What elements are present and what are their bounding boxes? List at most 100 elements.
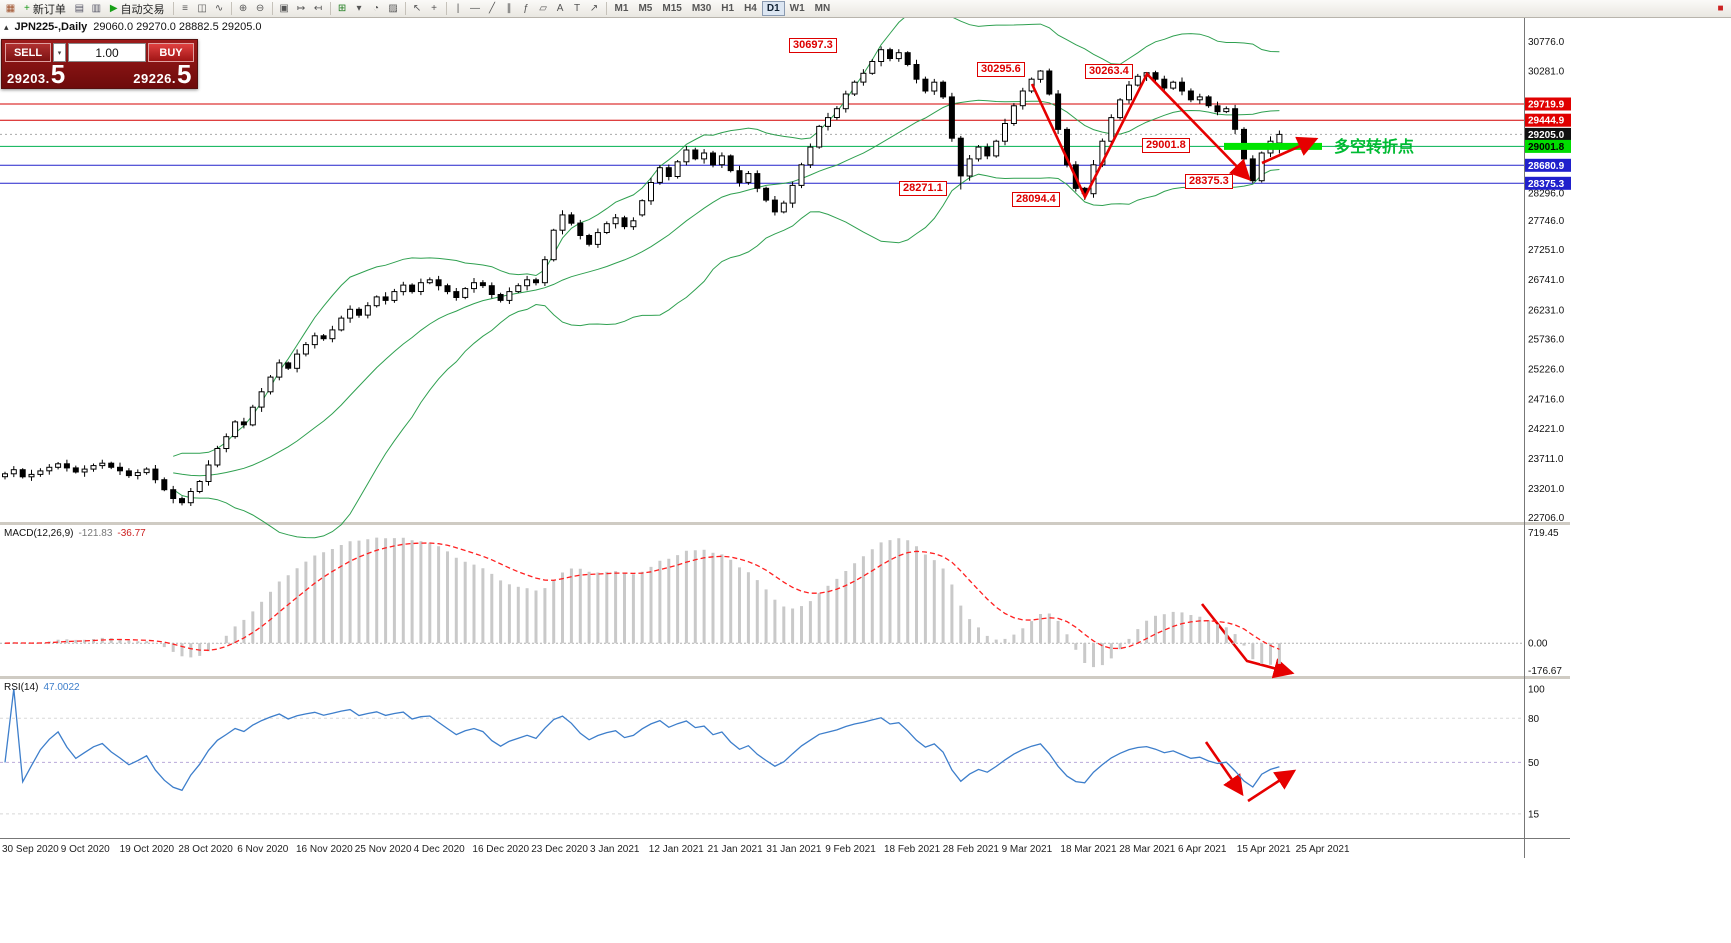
zoom-in-icon[interactable]: ⊕: [235, 1, 252, 17]
chart-window-icon[interactable]: ▤: [71, 1, 88, 17]
indicators-dropdown-icon[interactable]: ▾: [351, 1, 368, 17]
candle-body: [869, 61, 876, 74]
bollinger-bands: [172, 6, 1280, 539]
svg-text:9 Oct 2020: 9 Oct 2020: [61, 844, 110, 855]
candle-body: [1046, 70, 1053, 95]
zoom-out-icon[interactable]: ⊖: [252, 1, 269, 17]
profiles-icon[interactable]: ▥: [88, 1, 105, 17]
fibonacci-icon: ƒ: [523, 3, 529, 14]
price-callout[interactable]: 28094.4: [1012, 192, 1060, 207]
price-callout[interactable]: 30263.4: [1085, 64, 1133, 79]
charts-icon[interactable]: ▦: [2, 1, 19, 17]
timeframe-h1-button[interactable]: H1: [716, 1, 739, 16]
arrow-tools-icon[interactable]: ↗: [586, 1, 603, 17]
candlestick-chart-icon[interactable]: ◫: [194, 1, 211, 17]
community-icon[interactable]: ■: [1712, 1, 1729, 17]
price-callout[interactable]: 29001.8: [1142, 138, 1190, 153]
svg-text:80: 80: [1528, 714, 1540, 725]
trend-arrows[interactable]: [1030, 71, 1319, 803]
timeframe-m15-button[interactable]: M15: [657, 1, 686, 16]
volume-input[interactable]: [68, 43, 146, 62]
candle-body: [453, 291, 460, 299]
shapes-icon[interactable]: ▱: [535, 1, 552, 17]
toolbar-separator: [605, 2, 607, 15]
candle-body: [816, 125, 823, 148]
price-badge: [1525, 127, 1571, 141]
price-callout[interactable]: 30295.6: [977, 62, 1025, 77]
candle-body: [99, 462, 106, 467]
horizontal-level-lines[interactable]: [0, 103, 1524, 184]
candle-body: [559, 214, 566, 231]
timeframe-m1-button[interactable]: M1: [610, 1, 634, 16]
timeframe-d1-button[interactable]: D1: [761, 1, 785, 16]
bounce-arrow[interactable]: [1261, 136, 1319, 165]
channel-icon[interactable]: ∥: [501, 1, 518, 17]
rsi-up-arrow[interactable]: [1247, 769, 1297, 803]
pane-separators[interactable]: [0, 522, 1570, 679]
candle-body: [179, 498, 185, 504]
new-order-button[interactable]: + 新订单: [19, 1, 71, 17]
line-chart-icon[interactable]: ∿: [211, 1, 228, 17]
timeframe-m30-button[interactable]: M30: [687, 1, 716, 16]
buy-price-main: 29226.: [133, 70, 177, 86]
chart-shift-icon[interactable]: ↤: [310, 1, 327, 17]
candle-body: [1019, 90, 1026, 107]
crosshair-icon[interactable]: +: [426, 1, 443, 17]
tile-windows-icon[interactable]: ▣: [276, 1, 293, 17]
price-callout[interactable]: 30697.3: [789, 38, 837, 53]
pivot-note-text[interactable]: 多空转折点: [1334, 139, 1415, 156]
candle-body: [311, 335, 318, 346]
candle-body: [754, 173, 761, 189]
timeframe-mn-button[interactable]: MN: [810, 1, 836, 16]
candle-body: [833, 108, 840, 118]
macd-down-arrow[interactable]: [1200, 603, 1295, 679]
price-callout[interactable]: 28375.3: [1185, 174, 1233, 189]
macd-pane: [0, 537, 1524, 668]
chart-background: [0, 18, 1731, 943]
timeframe-m5-button[interactable]: M5: [633, 1, 657, 16]
candle-body: [692, 149, 699, 160]
candle-body: [294, 353, 301, 369]
trend-zigzag-arrow[interactable]: [1030, 71, 1251, 200]
vertical-line-icon[interactable]: |: [450, 1, 467, 17]
candle-body: [347, 308, 354, 319]
svg-text:30776.0: 30776.0: [1528, 37, 1565, 48]
toolbar-separator: [404, 2, 406, 15]
candle-body: [984, 146, 991, 157]
periods-dropdown-icon[interactable]: ◔: [368, 1, 385, 17]
templates-icon[interactable]: ▨: [385, 1, 402, 17]
rsi-indicator-label: RSI(14) 47.0022: [4, 682, 80, 693]
label-icon[interactable]: T: [569, 1, 586, 17]
svg-text:16 Nov 2020: 16 Nov 2020: [296, 844, 353, 855]
cursor-icon[interactable]: ↖: [409, 1, 426, 17]
candle-body: [223, 436, 230, 450]
one-click-collapse-button[interactable]: ▴: [4, 21, 9, 32]
price-callout[interactable]: 28271.1: [899, 181, 947, 196]
candle-body: [117, 466, 123, 472]
candle-body: [81, 468, 88, 473]
candle-body: [1170, 81, 1177, 89]
candle-body: [400, 284, 407, 293]
svg-text:18 Feb 2021: 18 Feb 2021: [884, 844, 941, 855]
timeframe-h4-button[interactable]: H4: [739, 1, 762, 16]
timeframe-w1-button[interactable]: W1: [785, 1, 810, 16]
candle-body: [1117, 99, 1124, 119]
auto-scroll-icon[interactable]: ↦: [293, 1, 310, 17]
candle-body: [745, 173, 752, 183]
horizontal-line-icon[interactable]: —: [467, 1, 484, 17]
candle-body: [285, 362, 292, 369]
trendline-icon[interactable]: ╱: [484, 1, 501, 17]
buy-button[interactable]: BUY: [148, 43, 194, 62]
volume-dropdown-button[interactable]: ▾: [53, 43, 66, 62]
pivot-zone-line[interactable]: [1224, 142, 1322, 150]
text-icon[interactable]: A: [552, 1, 569, 17]
macd-value-signal: -36.77: [117, 528, 146, 539]
fibonacci-icon[interactable]: ƒ: [518, 1, 535, 17]
indicators-icon[interactable]: ⊞: [334, 1, 351, 17]
text-icon: A: [556, 3, 564, 14]
sell-button[interactable]: SELL: [5, 43, 51, 62]
rsi-down-arrow[interactable]: [1204, 741, 1244, 797]
autotrading-button[interactable]: ▶ 自动交易: [105, 1, 170, 17]
bars-chart-icon[interactable]: ≡: [177, 1, 194, 17]
